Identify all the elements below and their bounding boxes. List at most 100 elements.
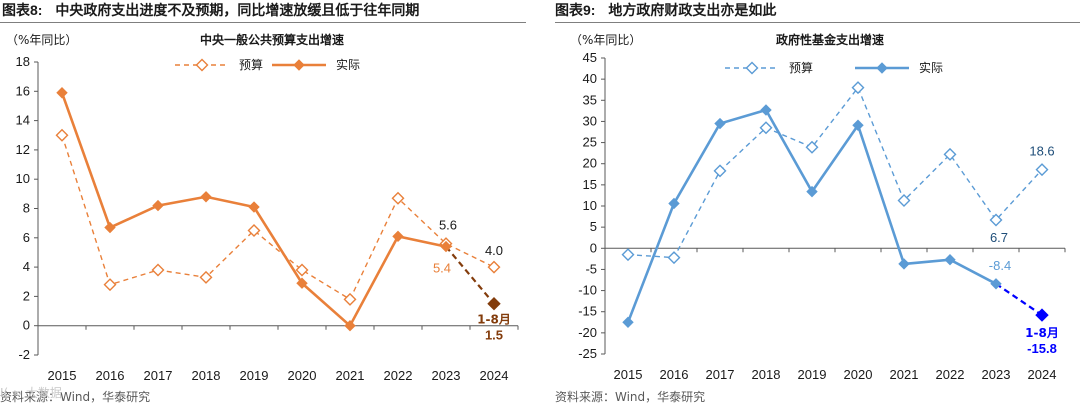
left-data-label: 4.0	[485, 243, 503, 258]
left-figure-title-text: 中央政府支出进度不及预期，同比增速放缓且低于往年同期	[55, 3, 420, 19]
left-ytick-label: 16	[16, 83, 30, 98]
right-extension-value-label: -15.8	[1027, 341, 1057, 356]
left-extension-period-label: 1-8月	[477, 313, 511, 327]
right-actual-point	[852, 119, 864, 131]
right-figure-title-text: 地方政府财政支出亦是如此	[608, 3, 777, 19]
left-title-rule	[0, 22, 526, 23]
left-ytick-label: 8	[23, 201, 30, 216]
left-actual-point	[392, 230, 404, 243]
right-legend-budget-marker	[745, 61, 759, 75]
left-source: 资料来源：Wind，华泰研究	[0, 390, 151, 404]
right-xtick-label: 2024	[1028, 367, 1057, 382]
left-budget-point	[247, 223, 261, 237]
right-ytick-label: 0	[590, 240, 597, 255]
right-ytick-label: -15	[578, 304, 597, 319]
left-data-label: 5.6	[439, 218, 457, 233]
left-ytick-label: -2	[18, 347, 30, 362]
left-xtick-label: 2018	[192, 368, 221, 383]
right-budget-point	[713, 164, 727, 178]
right-actual-point	[944, 253, 956, 266]
left-legend-actual-marker	[293, 59, 305, 71]
left-budget-point	[487, 260, 501, 274]
right-actual-point	[668, 197, 680, 210]
left-chart-title: 中央一般公共预算支出增速	[200, 32, 344, 47]
left-actual-point	[440, 240, 452, 253]
left-actual-point	[248, 201, 260, 213]
right-figure-number: 图表9:	[555, 2, 596, 18]
left-xtick-label: 2024	[480, 368, 509, 383]
left-budget-point	[295, 263, 309, 277]
right-data-label: 18.6	[1029, 144, 1054, 159]
right-ytick-label: 35	[583, 92, 597, 107]
right-legend-actual-marker	[876, 62, 888, 74]
left-actual-point	[344, 319, 356, 332]
left-extension-line	[445, 245, 495, 305]
right-data-label: -8.4	[989, 258, 1011, 273]
right-xtick-label: 2021	[890, 367, 919, 382]
left-ytick-label: 14	[16, 113, 30, 128]
left-budget-point	[391, 191, 405, 205]
right-ytick-label: 45	[583, 50, 597, 65]
right-legend-budget-label: 预算	[789, 60, 813, 75]
left-xtick-label: 2023	[432, 368, 461, 383]
right-title-rule	[555, 22, 1080, 23]
right-ylabel: （%年同比）	[570, 33, 641, 47]
right-ytick-label: 25	[583, 135, 597, 150]
right-data-label: 6.7	[990, 230, 1008, 245]
right-actual-point	[806, 185, 818, 198]
left-figure-number: 图表8:	[2, 2, 43, 18]
right-xtick-label: 2022	[936, 367, 965, 382]
left-xtick-label: 2020	[288, 368, 317, 383]
left-xtick-label: 2015	[48, 368, 77, 383]
right-xtick-label: 2023	[982, 367, 1011, 382]
left-budget-point	[343, 292, 357, 306]
left-ylabel: （%年同比）	[6, 33, 77, 47]
right-actual-point	[622, 316, 634, 328]
right-budget-point	[989, 213, 1003, 227]
left-actual-point	[152, 199, 164, 212]
left-ytick-label: 4	[23, 259, 30, 274]
right-ytick-label: 20	[583, 156, 597, 171]
left-budget-point	[199, 270, 213, 284]
right-legend-actual-label: 实际	[919, 60, 943, 75]
right-ytick-label: 15	[583, 177, 597, 192]
right-budget-point	[805, 140, 819, 154]
right-chart-title: 政府性基金支出增速	[776, 32, 884, 47]
left-ytick-label: 2	[23, 288, 30, 303]
left-actual-point	[56, 87, 68, 99]
left-budget-point	[55, 128, 69, 142]
right-extension-line	[995, 282, 1043, 317]
left-actual-point	[296, 277, 308, 289]
right-ytick-label: 10	[583, 198, 597, 213]
left-chart: （%年同比） 中央一般公共预算支出增速 -2 0 2 4 6 8 10 12 14 16 18 2015 2…	[6, 32, 519, 383]
right-budget-point	[943, 147, 957, 161]
right-ytick-label: -20	[578, 325, 597, 340]
left-data-label: 5.4	[433, 261, 451, 276]
right-budget-point	[621, 248, 635, 262]
left-series-budget-line	[61, 135, 495, 301]
left-legend-budget-marker	[195, 58, 209, 72]
left-actual-point	[200, 191, 212, 203]
right-xtick-label: 2015	[614, 367, 643, 382]
right-extension-point	[1035, 308, 1049, 322]
left-xtick-label: 2016	[96, 368, 125, 383]
right-xtick-label: 2020	[844, 367, 873, 382]
left-budget-point	[151, 263, 165, 277]
right-ytick-label: 40	[583, 71, 597, 86]
left-actual-point	[104, 221, 116, 234]
right-xtick-label: 2019	[798, 367, 827, 382]
right-ytick-label: -5	[585, 261, 597, 276]
right-budget-point	[897, 194, 911, 207]
watermark: I( ∞ 大数据	[0, 386, 62, 400]
left-legend-budget-label: 预算	[239, 57, 263, 72]
right-actual-point	[990, 278, 1002, 290]
left-figure-title: 图表8: 中央政府支出进度不及预期，同比增速放缓且低于往年同期	[2, 0, 419, 21]
right-budget-point	[1035, 163, 1049, 177]
right-extension-period-label: 1-8月	[1025, 326, 1059, 340]
right-actual-point	[760, 104, 772, 116]
right-ytick-label: -10	[578, 283, 597, 298]
right-ytick-label: 5	[590, 219, 597, 234]
right-budget-point	[759, 121, 773, 135]
right-budget-point	[851, 81, 865, 95]
left-ytick-label: 12	[16, 142, 30, 157]
